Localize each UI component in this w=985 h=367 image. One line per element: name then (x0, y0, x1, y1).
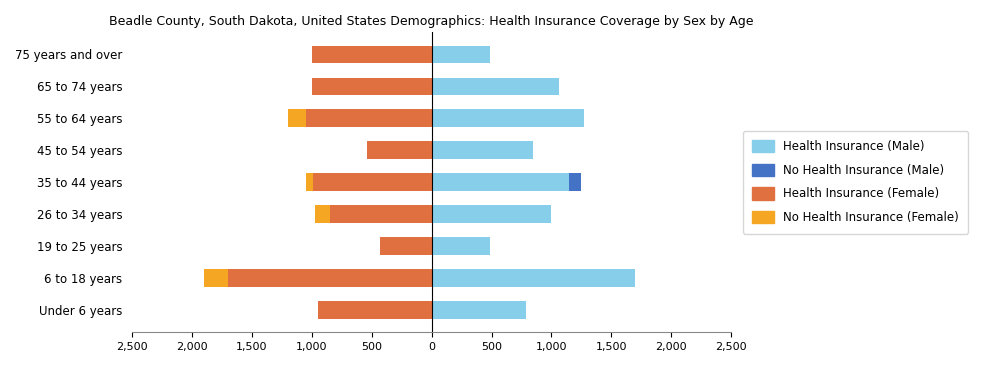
Title: Beadle County, South Dakota, United States Demographics: Health Insurance Covera: Beadle County, South Dakota, United Stat… (109, 15, 754, 28)
Bar (204, 269, 228, 287)
Bar (288, 109, 305, 127)
Bar (315, 205, 330, 223)
Bar (330, 205, 431, 223)
Bar (431, 77, 558, 95)
Bar (569, 173, 581, 191)
Bar (380, 237, 431, 255)
Legend: Health Insurance (Male), No Health Insurance (Male), Health Insurance (Female), : Health Insurance (Male), No Health Insur… (743, 131, 968, 233)
Bar (431, 141, 534, 159)
Bar (305, 173, 313, 191)
Bar (312, 77, 431, 95)
Bar (431, 205, 552, 223)
Bar (431, 269, 635, 287)
Bar (312, 46, 431, 63)
Bar (228, 269, 431, 287)
Bar (431, 301, 526, 319)
Bar (367, 141, 431, 159)
Bar (313, 173, 431, 191)
Bar (431, 237, 491, 255)
Bar (431, 109, 584, 127)
Bar (431, 46, 491, 63)
Bar (318, 301, 431, 319)
Bar (431, 173, 569, 191)
Bar (305, 109, 431, 127)
